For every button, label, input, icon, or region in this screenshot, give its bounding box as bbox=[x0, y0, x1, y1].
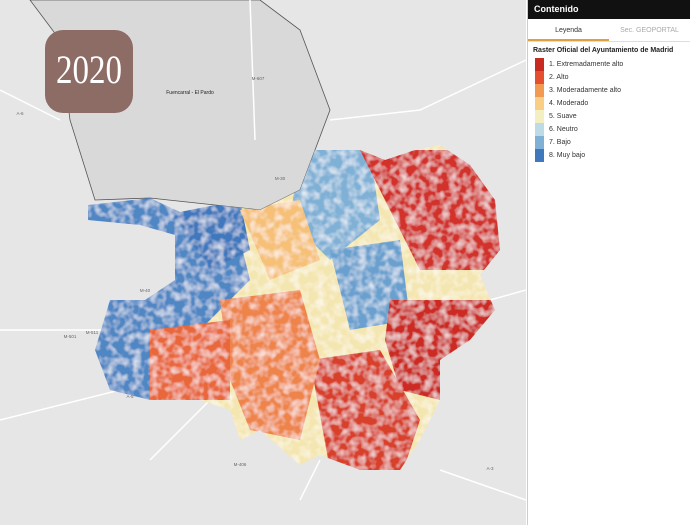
legend-label: 4. Moderado bbox=[549, 100, 589, 107]
legend-label: 1. Extremadamente alto bbox=[549, 61, 624, 68]
legend-item: 7. Bajo bbox=[528, 136, 690, 149]
legend-label: 7. Bajo bbox=[549, 139, 571, 146]
map-label: M-501 bbox=[64, 334, 77, 339]
sidebar: Contenido Leyenda Sec. GEOPORTAL Raster … bbox=[527, 0, 690, 525]
legend-label: 6. Neutro bbox=[549, 126, 578, 133]
legend-item: 5. Suave bbox=[528, 110, 690, 123]
map-label: A-5 bbox=[126, 394, 134, 399]
legend-swatch bbox=[535, 123, 544, 136]
map-label: M-406 bbox=[234, 462, 247, 467]
legend-swatch bbox=[535, 110, 544, 123]
year-badge bbox=[45, 30, 133, 113]
legend-swatch bbox=[535, 71, 544, 84]
legend-item: 6. Neutro bbox=[528, 123, 690, 136]
legend-label: 3. Moderadamente alto bbox=[549, 87, 621, 94]
tabs: Leyenda Sec. GEOPORTAL bbox=[528, 19, 690, 42]
legend-swatch bbox=[535, 58, 544, 71]
tab[interactable]: Sec. GEOPORTAL bbox=[620, 27, 679, 34]
legend: 1. Extremadamente alto 2. Alto 3. Moderada… bbox=[528, 58, 690, 162]
legend-swatch bbox=[535, 84, 544, 97]
map-label: M-40 bbox=[140, 288, 151, 293]
sidebar-header: Contenido bbox=[528, 0, 690, 19]
map-label: M-511 bbox=[86, 330, 99, 335]
legend-label: 5. Suave bbox=[549, 113, 577, 120]
legend-title: Raster Oficial del Ayuntamiento de Madri… bbox=[533, 47, 674, 54]
legend-item: 2. Alto bbox=[528, 71, 690, 84]
legend-swatch bbox=[535, 136, 544, 149]
year-badge-text: 2020 bbox=[56, 47, 122, 92]
map-label: Fuencarral - El Pardo bbox=[166, 90, 214, 96]
legend-label: 2. Alto bbox=[549, 74, 569, 81]
tab[interactable]: Leyenda bbox=[528, 19, 609, 41]
legend-swatch bbox=[535, 149, 544, 162]
map-label: M-30 bbox=[275, 176, 286, 181]
legend-label: 8. Muy bajo bbox=[549, 152, 586, 159]
legend-item: 4. Moderado bbox=[528, 97, 690, 110]
map: 2020 Fuencarral - El Pardo M-40 M-30 M-511 M… bbox=[0, 0, 526, 525]
legend-item: 8. Muy bajo bbox=[528, 149, 690, 162]
legend-swatch bbox=[535, 97, 544, 110]
legend-item: 1. Extremadamente alto bbox=[528, 58, 690, 71]
map-label: M-607 bbox=[252, 76, 265, 81]
legend-item: 3. Moderadamente alto bbox=[528, 84, 690, 97]
map-label: A-6 bbox=[16, 111, 24, 116]
map-label: A-3 bbox=[486, 466, 494, 471]
